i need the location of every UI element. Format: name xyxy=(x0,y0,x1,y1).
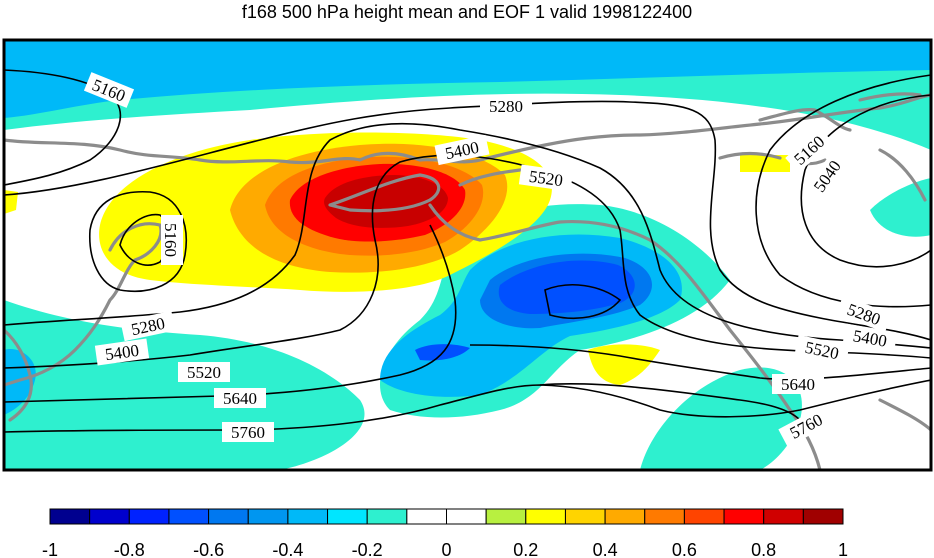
contour-5760 xyxy=(4,379,931,433)
contour-label: 5520 xyxy=(187,363,221,382)
contour-5280-low xyxy=(89,190,187,292)
contour-5040-ne xyxy=(800,94,931,268)
colorbar-swatch xyxy=(763,508,804,525)
colorbar: -1 -0.8 -0.6 -0.4 -0.2 0 0.2 0.4 0.6 0.8 1 xyxy=(42,508,848,558)
contour-label: 5640 xyxy=(223,389,257,408)
colorbar-swatch xyxy=(168,508,210,525)
colorbar-swatch xyxy=(247,508,289,525)
colorbar-swatch xyxy=(644,508,685,525)
colorbar-swatch xyxy=(208,508,249,525)
contour-5760-e xyxy=(539,383,801,421)
colorbar-swatch xyxy=(406,508,448,525)
colorbar-tick-label: -0.4 xyxy=(272,540,303,558)
contour-label: 5160 xyxy=(161,223,180,257)
colorbar-swatch xyxy=(128,508,170,525)
colorbar-tick-label: 0.2 xyxy=(513,540,538,558)
contour-5520-low xyxy=(544,284,622,320)
colorbar-tick-label: 1 xyxy=(838,540,848,558)
contour-label: 5760 xyxy=(231,423,265,442)
colorbar-swatch xyxy=(802,508,844,525)
colorbar-swatch xyxy=(485,508,527,525)
shade-pos-darkred xyxy=(324,175,448,228)
colorbar-swatch xyxy=(327,508,368,525)
shade-right-turquoise xyxy=(870,178,931,237)
colorbar-tick-label: -0.2 xyxy=(352,540,383,558)
contour-label: 5400 xyxy=(104,341,140,365)
colorbar-tick-label: 0.8 xyxy=(751,540,776,558)
shade-yellow-ne xyxy=(740,155,790,172)
colorbar-tick-label: 0 xyxy=(441,540,451,558)
shade-top-cyan xyxy=(4,40,931,118)
colorbar-tick-label: 0.4 xyxy=(593,540,618,558)
map-frame xyxy=(2,38,933,472)
shade-left-yellow xyxy=(4,190,18,214)
colorbar-swatch xyxy=(49,508,91,525)
contour-5640 xyxy=(4,224,457,403)
shade-bottom-left xyxy=(4,300,365,470)
colorbar-swatch xyxy=(683,508,725,525)
contour-label: 5280 xyxy=(489,97,523,116)
shade-neg-blue2 xyxy=(498,260,635,314)
contour-label: 5520 xyxy=(528,167,564,191)
contour-5400 xyxy=(4,122,931,349)
colorbar-swatch xyxy=(564,508,606,525)
contour-5640-e xyxy=(469,344,931,381)
colorbar-swatch xyxy=(723,508,765,525)
eof-shading xyxy=(4,40,931,470)
contour-5160-nw xyxy=(4,69,122,186)
colorbar-swatch xyxy=(89,508,130,525)
colorbar-swatch xyxy=(525,508,566,525)
colorbar-tick-label: 0.6 xyxy=(672,540,697,558)
colorbar-swatch xyxy=(287,508,329,525)
contour-label: 5640 xyxy=(781,375,815,394)
colorbar-tick-label: -1 xyxy=(42,540,58,558)
contour-5280-n xyxy=(4,100,931,341)
colorbar-tick-label: -0.6 xyxy=(193,540,224,558)
colorbar-tick-label: -0.8 xyxy=(114,540,145,558)
colorbar-swatch xyxy=(604,508,646,525)
colorbar-swatch xyxy=(366,508,408,525)
shade-bottom-right xyxy=(640,367,802,470)
map-title: f168 500 hPa height mean and EOF 1 valid… xyxy=(241,2,693,22)
colorbar-swatch xyxy=(446,508,487,525)
